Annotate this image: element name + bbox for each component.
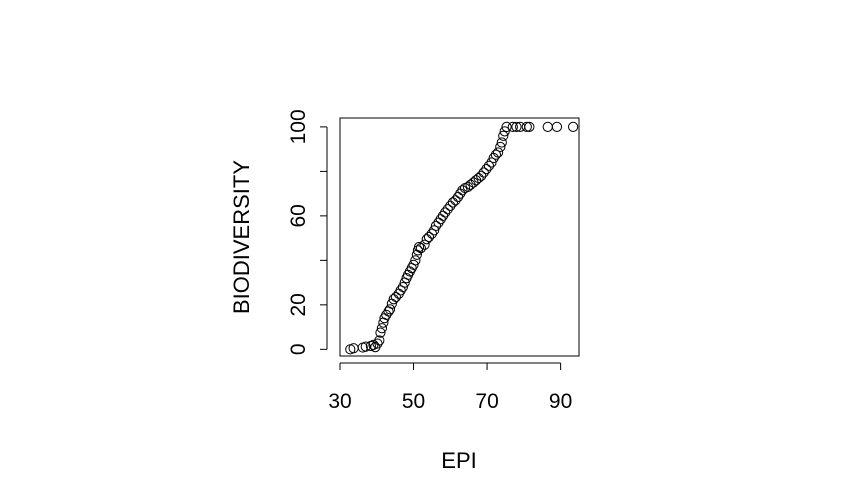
- data-point: [450, 195, 461, 206]
- data-points: [345, 121, 579, 355]
- data-point: [437, 210, 449, 221]
- data-point: [381, 309, 392, 320]
- x-tick-label: 50: [402, 390, 425, 413]
- data-point: [395, 285, 406, 296]
- data-point: [511, 121, 522, 132]
- data-point: [442, 204, 453, 215]
- data-point: [376, 323, 388, 334]
- data-point: [568, 121, 579, 132]
- data-point: [440, 207, 451, 218]
- data-point: [501, 121, 512, 132]
- data-point: [408, 259, 419, 270]
- data-point: [375, 327, 386, 338]
- data-point: [495, 141, 506, 153]
- data-point: [551, 121, 563, 132]
- data-point: [499, 126, 510, 137]
- x-axis-label: EPI: [441, 448, 476, 473]
- data-point: [372, 338, 383, 349]
- x-axis: 30 50 70 90: [328, 362, 572, 413]
- data-point: [496, 137, 507, 148]
- data-point: [413, 241, 425, 253]
- data-point: [415, 243, 426, 254]
- data-point: [473, 172, 484, 184]
- data-point: [378, 317, 389, 328]
- data-point: [430, 220, 442, 231]
- data-point: [490, 149, 502, 160]
- y-tick-label: 0: [287, 343, 310, 355]
- data-point: [410, 255, 421, 266]
- data-point: [429, 225, 440, 236]
- y-axis: 0 20 60 100: [287, 109, 328, 355]
- data-point: [419, 239, 430, 250]
- data-point: [390, 291, 401, 303]
- data-point: [457, 185, 468, 196]
- data-point: [493, 147, 504, 158]
- y-tick-label: 60: [287, 204, 310, 227]
- data-point: [524, 121, 535, 132]
- data-point: [402, 269, 414, 280]
- data-point: [542, 121, 553, 132]
- data-point: [483, 160, 495, 171]
- data-point: [421, 234, 432, 245]
- data-point: [397, 281, 408, 293]
- y-axis-label: BIODIVERSITY: [229, 160, 254, 314]
- data-point: [455, 188, 466, 199]
- data-point: [374, 335, 385, 346]
- data-point: [507, 121, 518, 132]
- data-point: [447, 197, 458, 208]
- data-point: [445, 200, 456, 211]
- data-point: [481, 164, 492, 175]
- data-point: [435, 214, 446, 225]
- plot-frame: [339, 117, 580, 357]
- y-tick-label: 20: [287, 293, 310, 316]
- x-tick-label: 30: [328, 390, 351, 413]
- data-point: [348, 343, 359, 354]
- data-point: [521, 121, 532, 132]
- data-point: [404, 266, 415, 277]
- data-point: [476, 170, 487, 181]
- x-tick-label: 70: [475, 390, 498, 413]
- data-point: [384, 304, 396, 315]
- x-tick-label: 90: [549, 390, 572, 413]
- data-point: [478, 167, 489, 178]
- data-point: [498, 130, 509, 141]
- data-point: [423, 231, 435, 243]
- data-point: [388, 294, 399, 305]
- data-point: [426, 228, 438, 239]
- y-tick-label: 100: [287, 109, 310, 144]
